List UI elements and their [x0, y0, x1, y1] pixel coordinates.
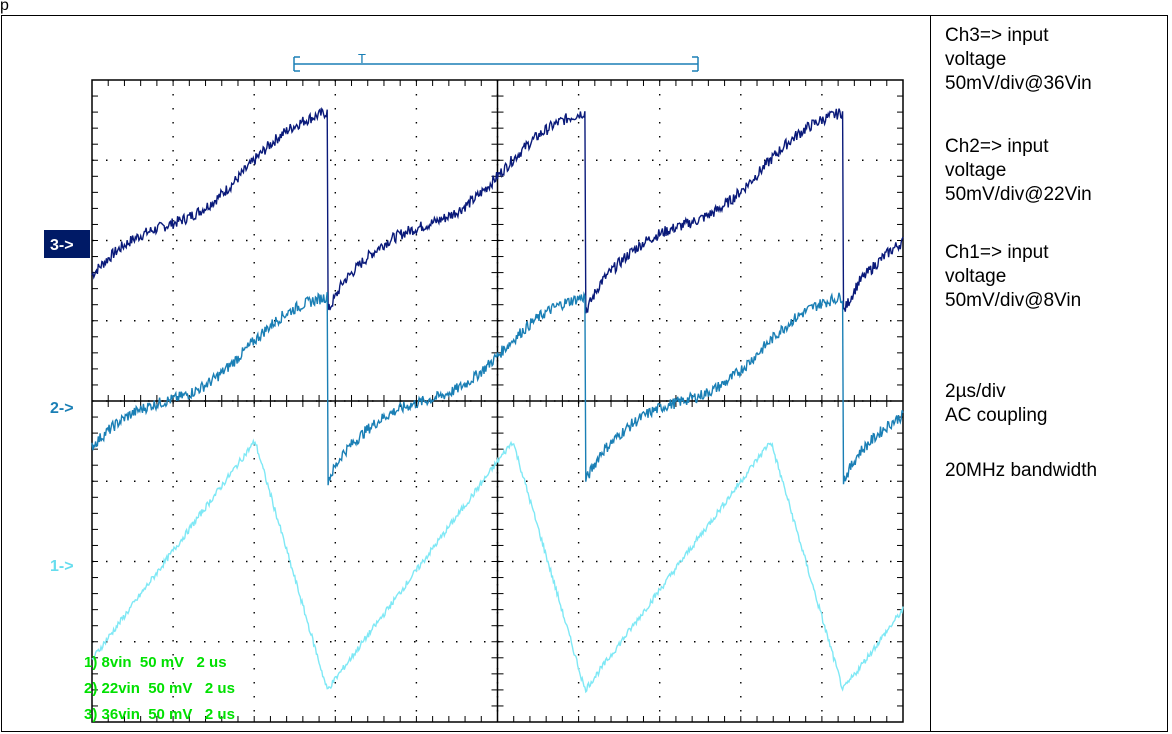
trace-ch2: [91, 291, 904, 486]
readout-line-1: 1) 8vin 50 mV 2 us: [84, 654, 227, 671]
ch3-note-line-1: Ch3=> input: [945, 25, 1049, 46]
ch2-note: Ch2=> input voltage 50mV/div@22Vin: [945, 135, 1092, 207]
channel-markers: 3-> 2-> 1->: [44, 230, 90, 575]
ch2-note-line-2: voltage: [945, 160, 1007, 181]
ch2-marker: 2->: [50, 400, 74, 417]
traces: [91, 107, 904, 694]
outer-frame: [1, 15, 1168, 732]
graticule: [91, 79, 904, 723]
ch1-note-line-3: 50mV/div@8Vin: [945, 290, 1082, 311]
ch1-note: Ch1=> input voltage 50mV/div@8Vin: [945, 241, 1081, 313]
ch3-marker-bg: [44, 230, 90, 258]
ch1-marker: 1->: [50, 558, 74, 575]
channel-readout: 1) 8vin 50 mV 2 us 2) 22vin 50 mV 2 us 3…: [84, 654, 235, 723]
oscilloscope-display: T 3-> 2-> 1-> 1) 8vin 50 mV 2 us 2) 22vi…: [44, 52, 904, 723]
trace-ch3: [91, 107, 904, 314]
timebase-note: 2µs/div: [945, 381, 1006, 402]
column-divider: [930, 15, 931, 732]
ch2-note-line-1: Ch2=> input: [945, 136, 1049, 157]
ch2-note-line-3: 50mV/div@22Vin: [945, 184, 1092, 205]
ch1-note-line-1: Ch1=> input: [945, 242, 1049, 263]
ch3-note: Ch3=> input voltage 50mV/div@36Vin: [945, 24, 1092, 96]
ch3-note-line-3: 50mV/div@36Vin: [945, 73, 1092, 94]
ch1-note-line-2: voltage: [945, 266, 1007, 287]
readout-line-3: 3) 36vin 50 mV 2 us: [84, 706, 235, 723]
ch3-note-line-2: voltage: [945, 49, 1007, 70]
ch3-marker: 3->: [50, 237, 74, 254]
trace-ch1: [91, 438, 904, 694]
trigger-marker: T: [358, 52, 366, 68]
coupling-note: AC coupling: [945, 405, 1048, 426]
readout-line-2: 2) 22vin 50 mV 2 us: [84, 680, 235, 697]
page-label: p: [0, 0, 9, 14]
trigger-position-bar: T: [293, 52, 699, 72]
bandwidth-note: 20MHz bandwidth: [945, 460, 1098, 481]
